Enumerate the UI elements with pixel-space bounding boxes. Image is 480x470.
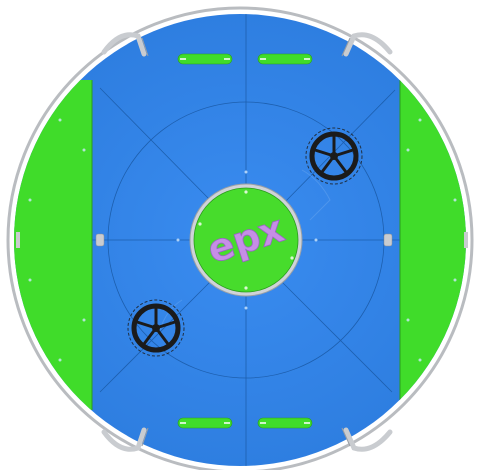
corner-rail-shadows [141,37,351,447]
outer-rail [6,6,474,470]
side-posts [16,232,468,248]
handle-bottom-right [257,417,313,429]
center-hub [189,183,303,297]
handle-top-right [257,53,313,65]
corner-rails [101,32,393,452]
bolts [28,118,457,362]
handles [177,53,313,429]
segment-lines [92,14,400,466]
steering-wheel-icon [305,127,363,185]
steering-wheel-icon [127,299,185,357]
handle-bottom-left [177,417,233,429]
handle-top-left [177,53,233,65]
left-green-panel [14,80,92,410]
